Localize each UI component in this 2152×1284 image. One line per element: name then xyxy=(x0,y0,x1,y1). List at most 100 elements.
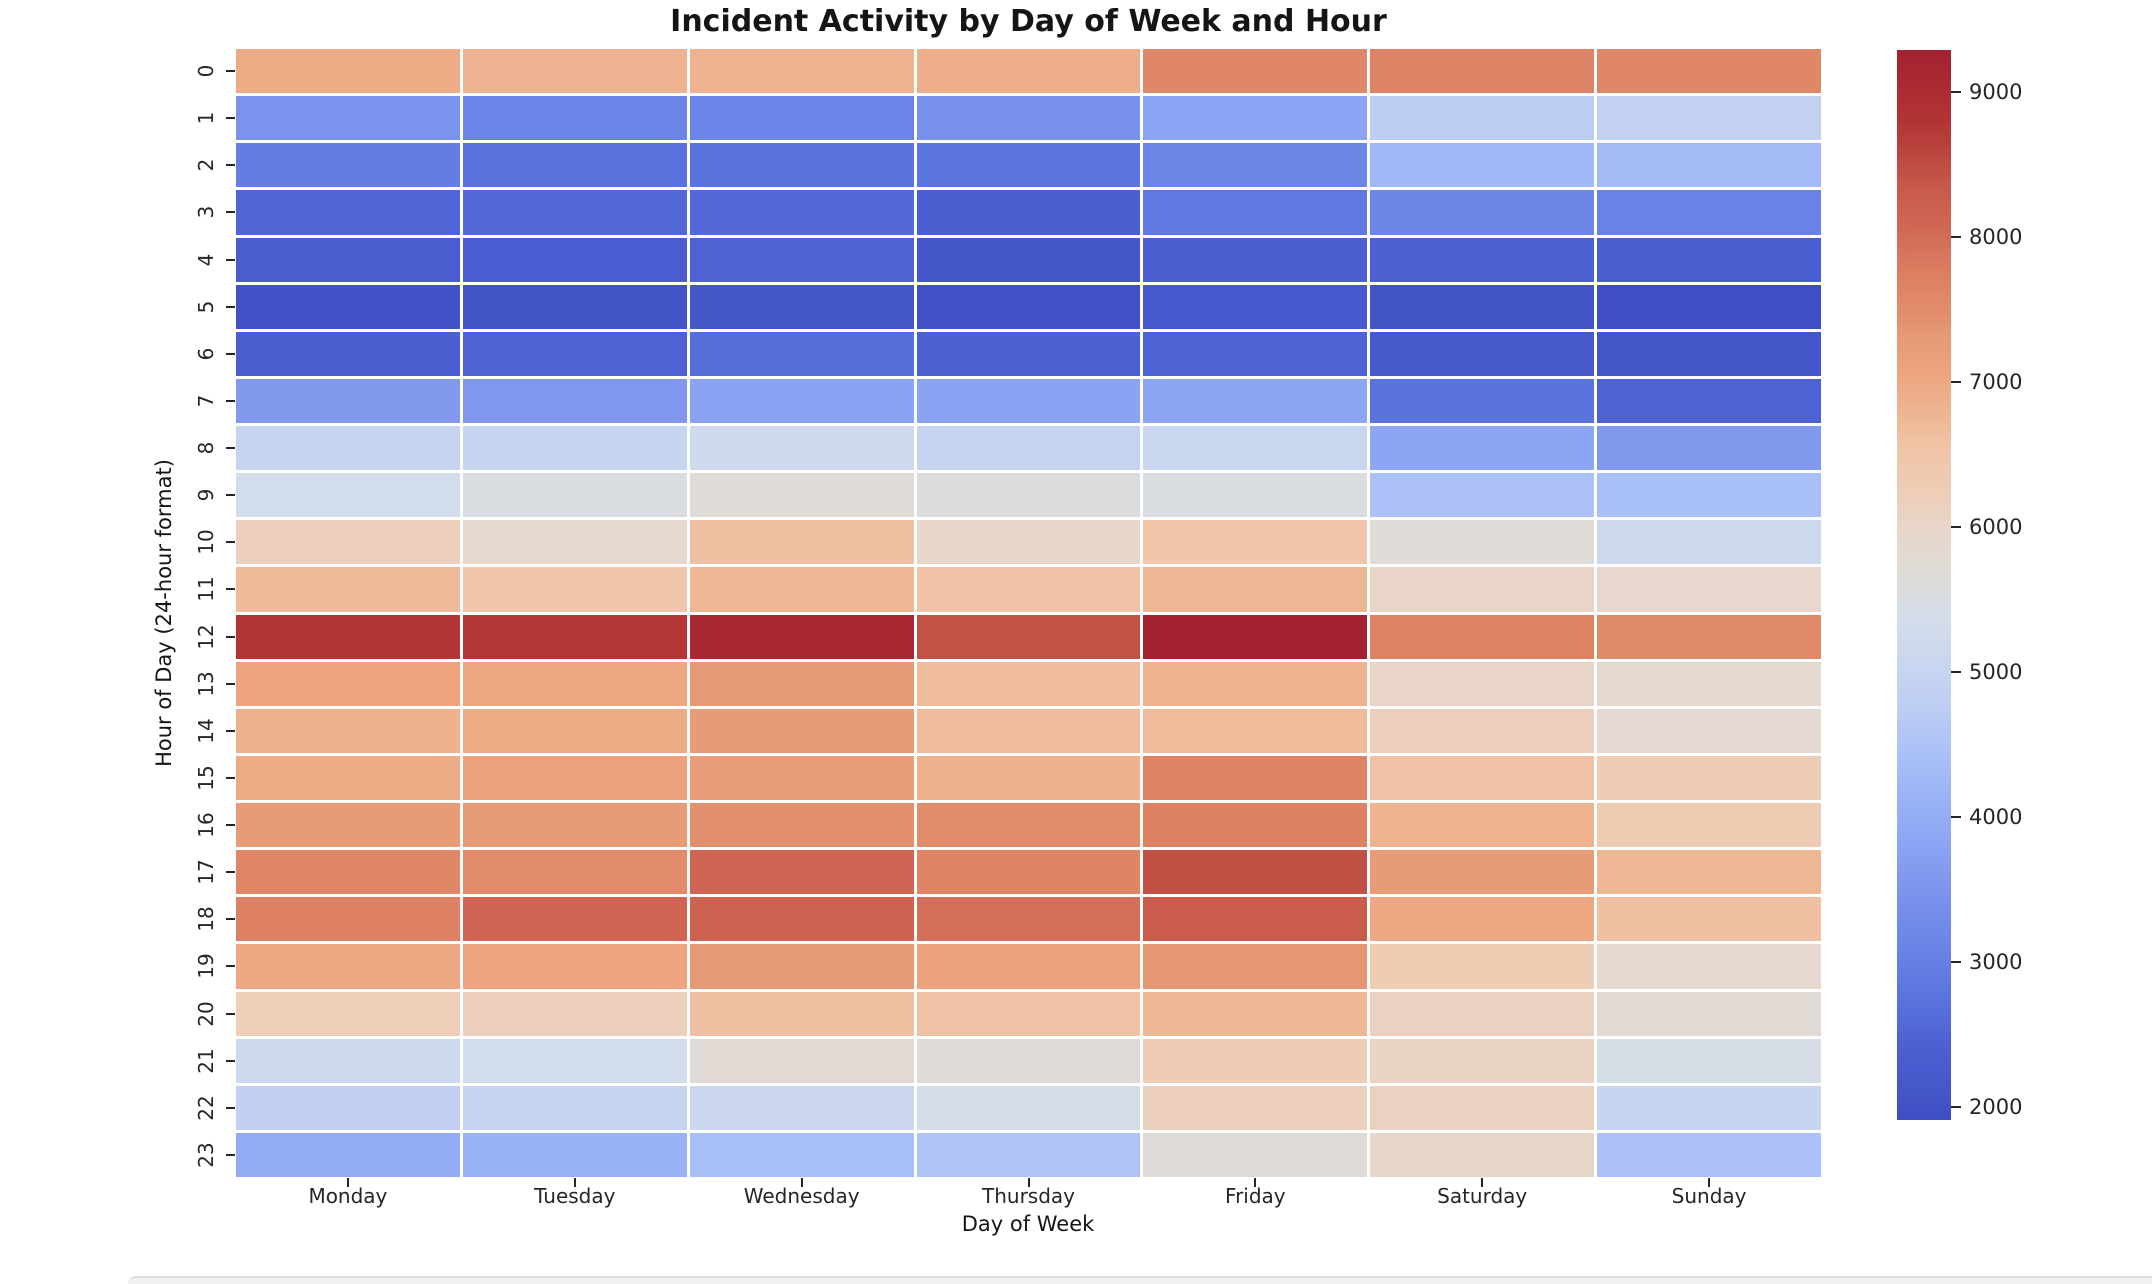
heatmap-cell xyxy=(689,614,914,659)
heatmap-cell xyxy=(1597,614,1821,659)
heatmap-cell xyxy=(689,567,914,612)
heatmap-cell xyxy=(916,1085,1141,1130)
heatmap-cell xyxy=(1370,473,1595,518)
heatmap-cell xyxy=(1143,284,1368,329)
heatmap-cell xyxy=(1370,284,1595,329)
heatmap-cell xyxy=(916,378,1141,423)
y-tick-label: 14 xyxy=(194,718,218,744)
y-tick-label: 9 xyxy=(194,488,218,502)
heatmap-cell xyxy=(689,991,914,1036)
heatmap-cell xyxy=(1597,237,1821,282)
x-tick-mark xyxy=(1254,1178,1257,1187)
y-tick-label: 8 xyxy=(194,441,218,455)
heatmap-cell xyxy=(462,850,687,895)
y-tick-mark xyxy=(226,776,235,779)
heatmap-cell xyxy=(689,237,914,282)
heatmap-cell xyxy=(1143,1038,1368,1083)
heatmap-cell xyxy=(689,331,914,376)
heatmap-cell xyxy=(916,190,1141,235)
heatmap-cell xyxy=(462,897,687,942)
heatmap-cell xyxy=(689,944,914,989)
heatmap-cell xyxy=(689,378,914,423)
y-tick-mark xyxy=(226,1153,235,1156)
heatmap-cell xyxy=(916,567,1141,612)
heatmap-cell xyxy=(689,755,914,800)
heatmap-cell xyxy=(236,755,460,800)
colorbar-tick-label: 3000 xyxy=(1969,949,2023,974)
heatmap-cell xyxy=(1370,567,1595,612)
heatmap-cell xyxy=(1370,190,1595,235)
heatmap-cell xyxy=(462,426,687,471)
heatmap-cell xyxy=(916,473,1141,518)
x-tick-mark xyxy=(573,1178,576,1187)
heatmap-cell xyxy=(462,944,687,989)
heatmap-cell xyxy=(689,143,914,188)
heatmap-cell xyxy=(1370,49,1595,94)
x-tick-mark xyxy=(1708,1178,1711,1187)
heatmap-cell xyxy=(236,473,460,518)
heatmap-cell xyxy=(462,1038,687,1083)
colorbar-tick-mark xyxy=(1951,1105,1961,1108)
heatmap-cell xyxy=(916,1132,1141,1177)
y-tick-mark xyxy=(226,164,235,167)
y-tick-label: 0 xyxy=(194,64,218,78)
heatmap-cell xyxy=(236,96,460,141)
y-tick-mark xyxy=(226,258,235,261)
heatmap-cell xyxy=(1597,1132,1821,1177)
y-tick-label: 17 xyxy=(194,859,218,885)
heatmap-cell xyxy=(462,661,687,706)
heatmap-cell xyxy=(1597,473,1821,518)
heatmap-cell xyxy=(916,520,1141,565)
heatmap-cell xyxy=(1143,614,1368,659)
heatmap-cell xyxy=(1370,803,1595,848)
y-tick-mark xyxy=(226,1012,235,1015)
heatmap-cell xyxy=(236,378,460,423)
y-tick-label: 19 xyxy=(194,953,218,980)
heatmap-cell xyxy=(1597,803,1821,848)
y-tick-label: 11 xyxy=(194,576,218,603)
heatmap-cell xyxy=(1143,897,1368,942)
y-tick-label: 10 xyxy=(194,529,218,556)
heatmap-cell xyxy=(1597,850,1821,895)
y-tick-label: 16 xyxy=(194,812,218,838)
heatmap-cell xyxy=(1143,143,1368,188)
heatmap-cell xyxy=(1143,567,1368,612)
heatmap-cell xyxy=(689,1085,914,1130)
heatmap-cell xyxy=(916,284,1141,329)
x-tick-label: Saturday xyxy=(1437,1184,1528,1208)
y-tick-label: 7 xyxy=(194,394,218,408)
heatmap-cell xyxy=(462,567,687,612)
heatmap-cell xyxy=(1143,708,1368,753)
heatmap-cell xyxy=(1370,708,1595,753)
heatmap-cell xyxy=(236,803,460,848)
y-tick-mark xyxy=(226,117,235,120)
heatmap-cell xyxy=(1597,567,1821,612)
heatmap-cell xyxy=(1370,96,1595,141)
heatmap-cell xyxy=(1597,190,1821,235)
heatmap-cell xyxy=(462,1085,687,1130)
heatmap-cell xyxy=(916,661,1141,706)
y-tick-label: 21 xyxy=(194,1047,218,1074)
x-axis-label: Day of Week xyxy=(961,1212,1095,1236)
heatmap-cell xyxy=(236,661,460,706)
heatmap-cell xyxy=(1597,897,1821,942)
heatmap-cell xyxy=(236,520,460,565)
heatmap-cell xyxy=(689,520,914,565)
heatmap-cell xyxy=(916,755,1141,800)
horizontal-scrollbar[interactable] xyxy=(128,1276,2152,1284)
y-tick-mark xyxy=(226,541,235,544)
heatmap-cell xyxy=(236,991,460,1036)
x-tick-label: Wednesday xyxy=(743,1184,860,1208)
colorbar-tick-label: 6000 xyxy=(1969,515,2023,539)
heatmap-cell xyxy=(1143,1132,1368,1177)
heatmap-cell xyxy=(236,1132,460,1177)
heatmap-cell xyxy=(1143,991,1368,1036)
x-tick-mark xyxy=(346,1178,349,1187)
y-tick-label: 3 xyxy=(194,206,218,219)
heatmap-cell xyxy=(689,803,914,848)
heatmap-cell xyxy=(236,944,460,989)
y-tick-label: 12 xyxy=(194,623,218,650)
y-tick-mark xyxy=(226,399,235,402)
heatmap-cell xyxy=(1597,143,1821,188)
heatmap-cell xyxy=(1143,944,1368,989)
